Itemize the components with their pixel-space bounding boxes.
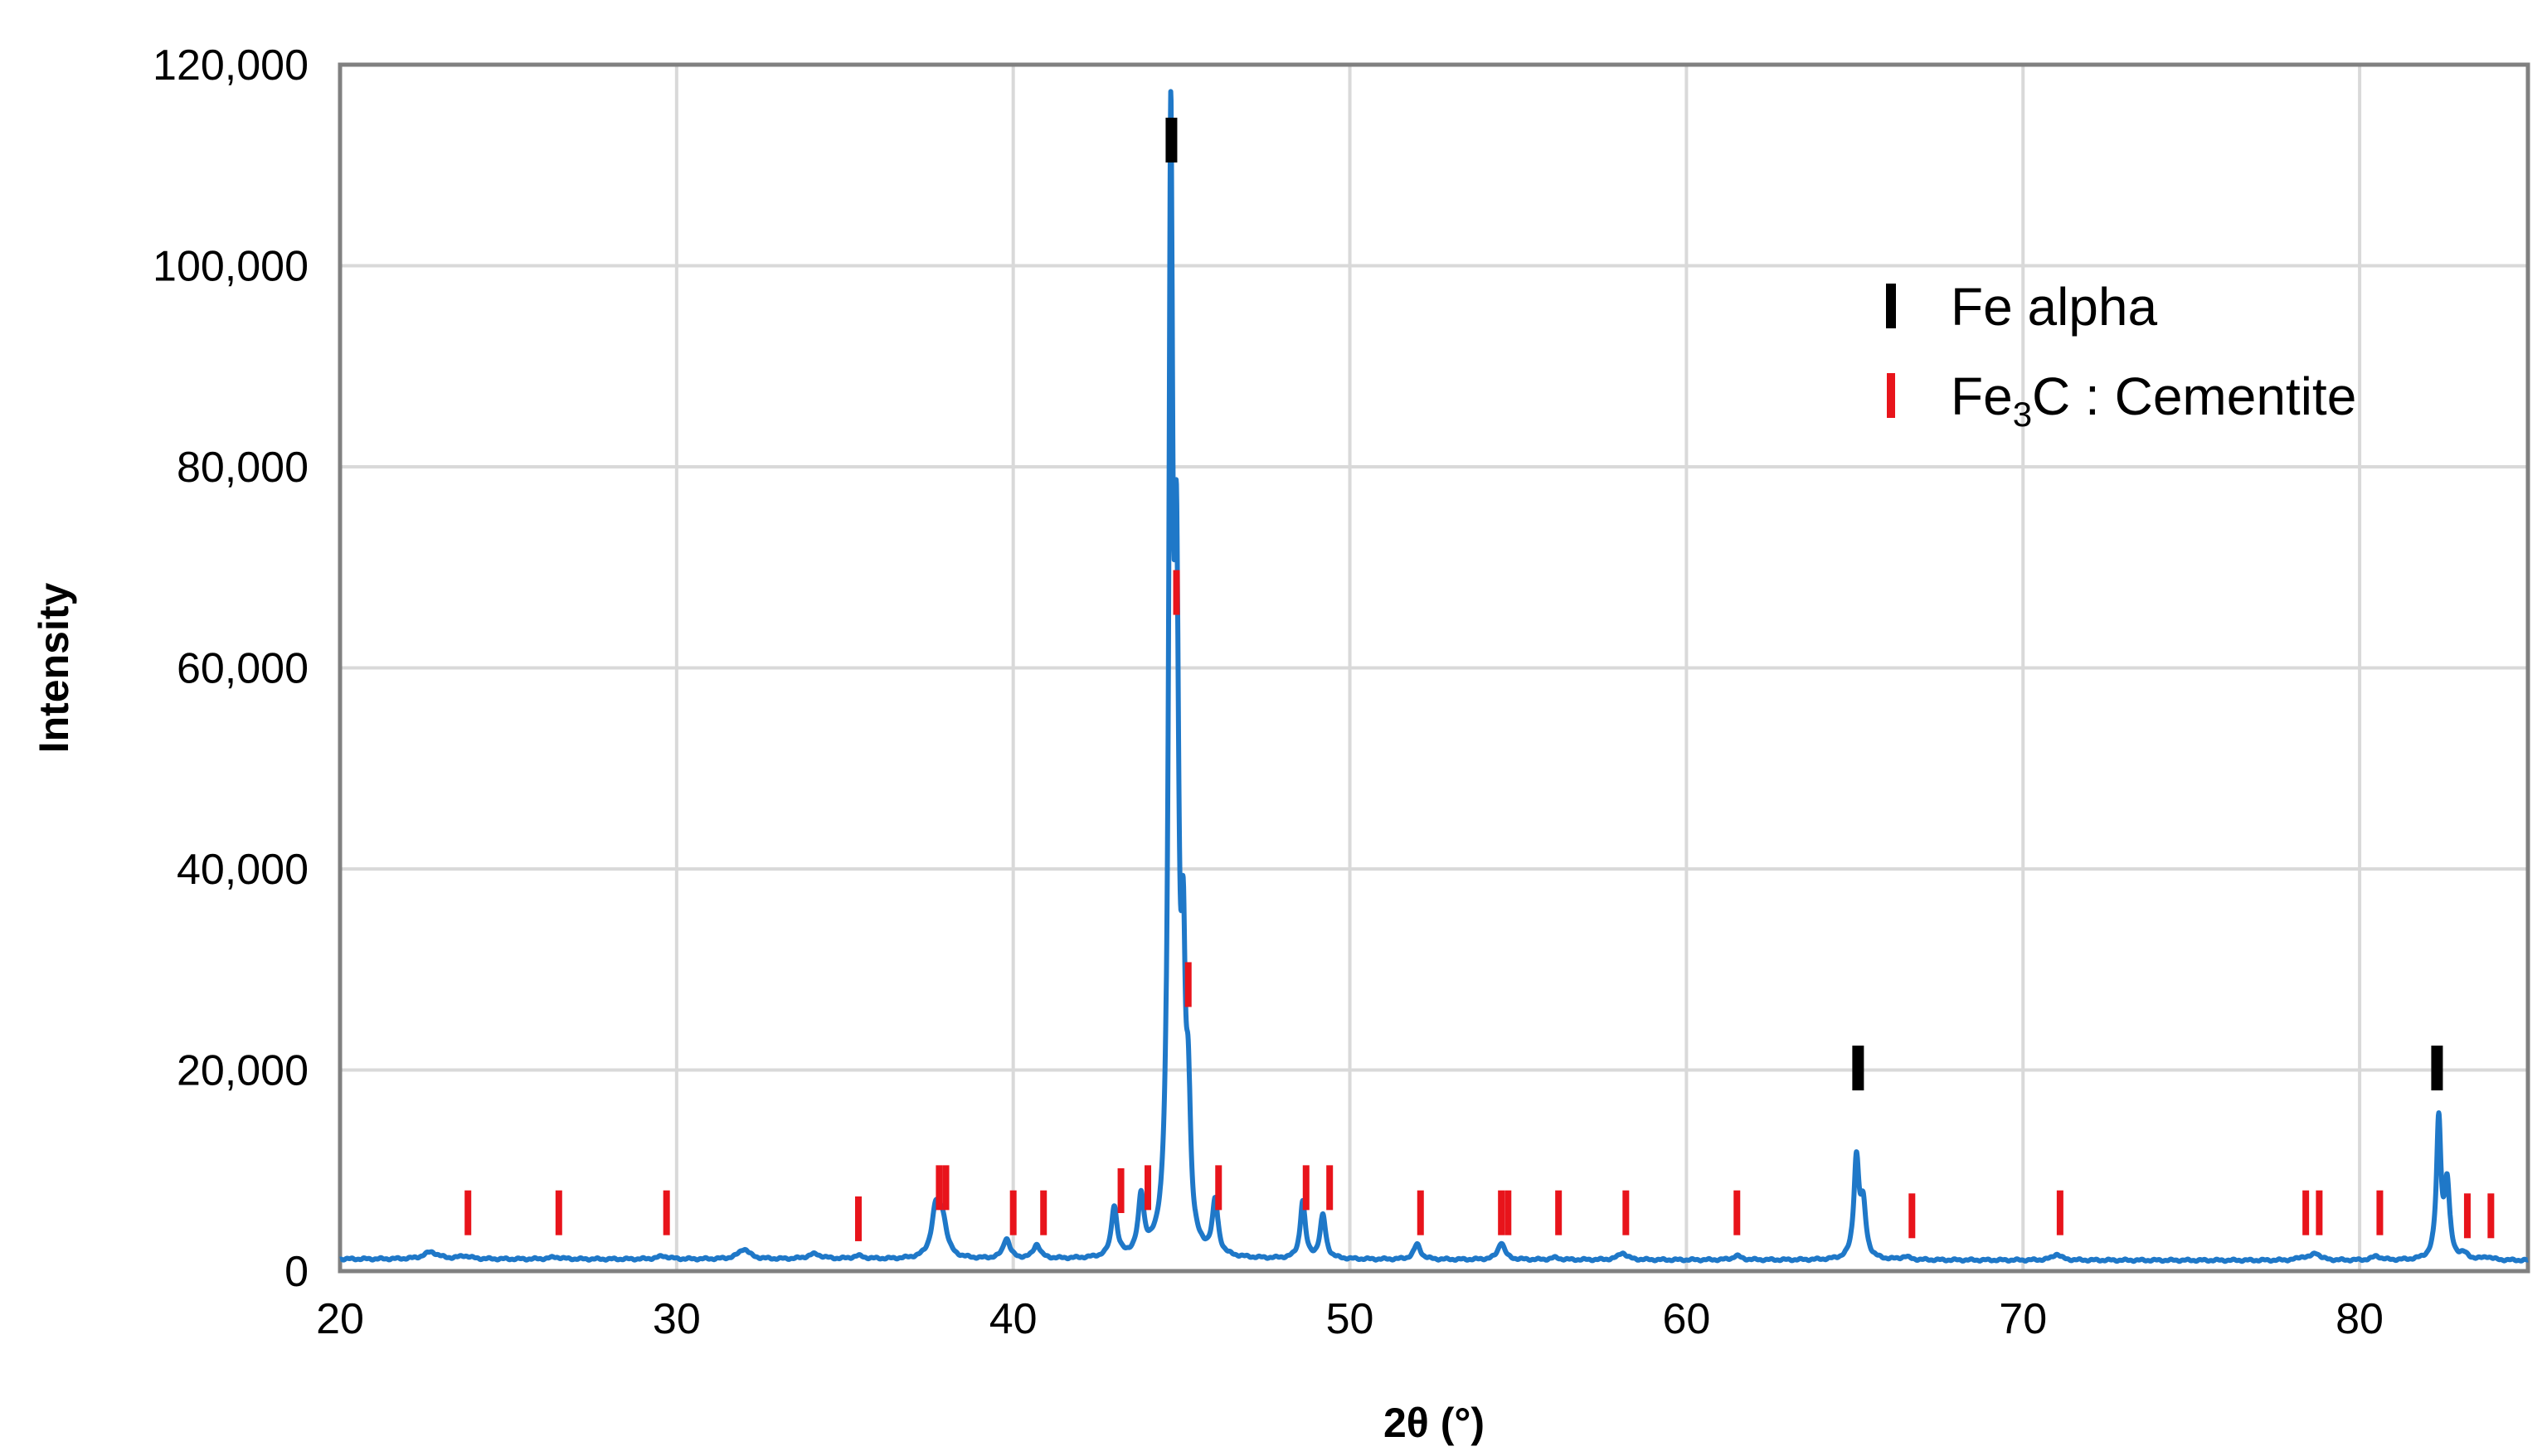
- fe-alpha-marker: [2431, 1046, 2443, 1091]
- plot-frame: [338, 62, 2530, 1274]
- fe-alpha-marker: [1852, 1046, 1864, 1091]
- cementite-marker: [1417, 1190, 1424, 1235]
- y-tick-label: 100,000: [153, 243, 309, 291]
- xrd-series-line: [338, 89, 2530, 1264]
- legend-label: Fe alpha: [1951, 277, 2157, 337]
- cementite-marker: [464, 1190, 472, 1235]
- cementite-marker: [2302, 1190, 2310, 1235]
- phase-markers: [464, 117, 2495, 1241]
- x-tick-label: 30: [653, 1295, 701, 1343]
- cementite-marker: [1504, 1190, 1512, 1235]
- cementite-marker: [1145, 1165, 1152, 1211]
- cementite-marker: [1622, 1190, 1630, 1235]
- x-tick-label: 70: [1999, 1295, 2047, 1343]
- cementite-marker: [942, 1165, 950, 1211]
- legend-swatch: [1887, 373, 1895, 418]
- x-tick-label: 50: [1326, 1295, 1374, 1343]
- x-tick-label: 40: [989, 1295, 1038, 1343]
- y-tick-label: 40,000: [177, 846, 309, 894]
- y-tick-label: 120,000: [153, 41, 309, 90]
- cementite-marker: [2056, 1190, 2063, 1235]
- cementite-marker: [1326, 1165, 1334, 1211]
- y-tick-label: 20,000: [177, 1047, 309, 1095]
- cementite-marker: [855, 1196, 863, 1241]
- cementite-marker: [1009, 1190, 1017, 1235]
- cementite-marker: [1498, 1190, 1505, 1235]
- x-tick-label: 80: [2336, 1295, 2384, 1343]
- cementite-marker: [1117, 1168, 1125, 1213]
- cementite-marker: [1302, 1165, 1310, 1211]
- y-tick-label: 80,000: [177, 444, 309, 492]
- fe-alpha-marker: [1165, 117, 1178, 163]
- cementite-marker: [2316, 1190, 2323, 1235]
- cementite-marker: [1908, 1193, 1916, 1239]
- x-tick-label: 60: [1662, 1295, 1710, 1343]
- y-tick-labels: 0 20,000 40,000 60,000 80,000 100,000 120,000: [153, 41, 309, 1296]
- legend-swatch: [1886, 284, 1896, 328]
- cementite-marker: [2376, 1190, 2384, 1235]
- cementite-marker: [1184, 962, 1192, 1007]
- cementite-marker: [1040, 1190, 1047, 1235]
- x-tick-labels: 20 30 40 50 60 70 80: [316, 1295, 2384, 1343]
- y-tick-label: 60,000: [177, 645, 309, 693]
- cementite-marker: [1555, 1190, 1563, 1235]
- cementite-marker: [1173, 570, 1180, 615]
- cementite-marker: [663, 1190, 670, 1235]
- cementite-marker: [1215, 1165, 1222, 1211]
- y-tick-label: 0: [284, 1248, 309, 1296]
- series-layer: [338, 89, 2530, 1264]
- cementite-marker: [2463, 1193, 2471, 1239]
- cementite-marker: [555, 1190, 562, 1235]
- legend: Fe alpha Fe3C : Cementite: [1886, 277, 2356, 434]
- x-axis-title: 2θ (°): [1383, 1400, 1485, 1446]
- y-axis-title: Intensity: [31, 583, 77, 754]
- legend-label: Fe3C : Cementite: [1951, 366, 2356, 434]
- cementite-marker: [2487, 1193, 2495, 1239]
- cementite-marker: [1733, 1190, 1741, 1235]
- x-tick-label: 20: [316, 1295, 364, 1343]
- cementite-marker: [936, 1165, 943, 1211]
